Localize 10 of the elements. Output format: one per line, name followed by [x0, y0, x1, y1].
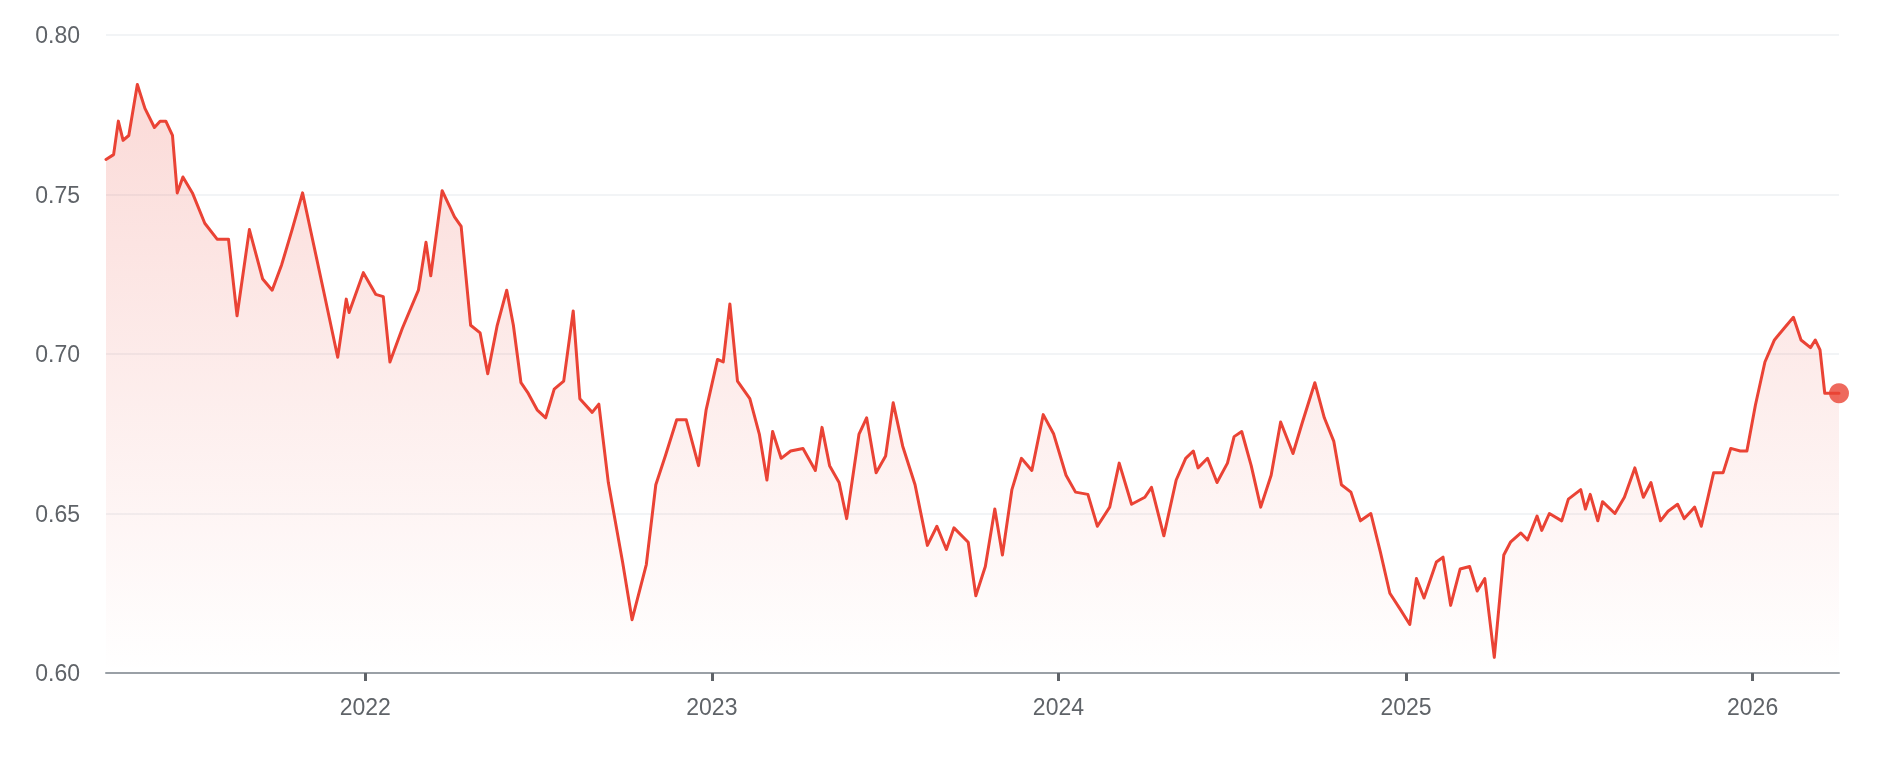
y-tick-label: 0.75 [35, 181, 80, 208]
x-tick-label: 2024 [1032, 693, 1085, 720]
x-tick-label: 2026 [1727, 693, 1779, 720]
y-tick-label: 0.70 [35, 341, 80, 367]
x-tick-label: 2022 [339, 693, 391, 720]
y-tick-label: 0.60 [35, 660, 80, 686]
y-tick-label: 0.80 [35, 22, 80, 48]
x-tick-label: 2025 [1380, 693, 1432, 720]
y-tick-label: 0.65 [35, 500, 80, 527]
x-tick-label: 2023 [686, 693, 738, 720]
